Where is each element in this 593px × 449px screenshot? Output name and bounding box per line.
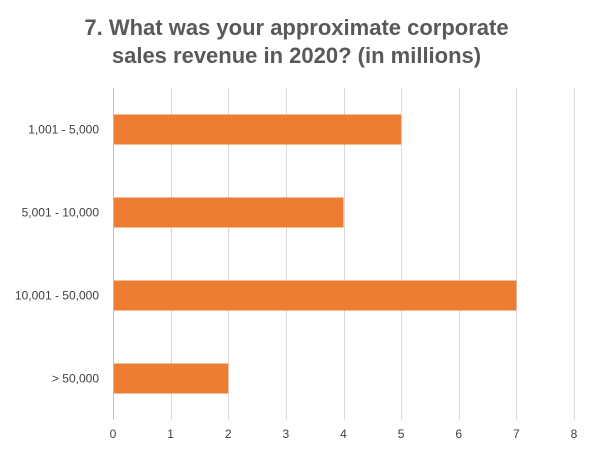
chart-title-line-2: sales revenue in 2020? (in millions)	[111, 43, 482, 68]
chart-title: 7. What was your approximate corporate s…	[0, 14, 593, 70]
x-tick-label: 8	[571, 427, 578, 441]
bar	[114, 197, 344, 228]
bars	[114, 114, 517, 394]
y-axis-category-labels: 1,001 - 5,000 5,001 - 10,000 10,001 - 50,0…	[15, 123, 99, 386]
y-category-label: > 50,000	[52, 372, 99, 386]
x-tick-label: 5	[398, 427, 405, 441]
x-tick-label: 0	[110, 427, 117, 441]
x-tick-label: 1	[167, 427, 174, 441]
x-tick-label: 3	[283, 427, 290, 441]
y-category-label: 5,001 - 10,000	[22, 206, 100, 220]
bar	[114, 280, 517, 311]
y-category-label: 1,001 - 5,000	[28, 123, 99, 137]
chart-title-line-1: 7. What was your approximate corporate	[84, 15, 509, 40]
y-category-label: 10,001 - 50,000	[15, 289, 99, 303]
x-axis-tick-labels: 0 1 2 3 4 5 6 7 8	[110, 427, 578, 441]
x-tick-label: 2	[225, 427, 232, 441]
bar	[114, 363, 229, 394]
x-tick-label: 4	[340, 427, 347, 441]
x-tick-label: 7	[513, 427, 520, 441]
x-tick-label: 6	[455, 427, 462, 441]
bar	[114, 114, 402, 145]
